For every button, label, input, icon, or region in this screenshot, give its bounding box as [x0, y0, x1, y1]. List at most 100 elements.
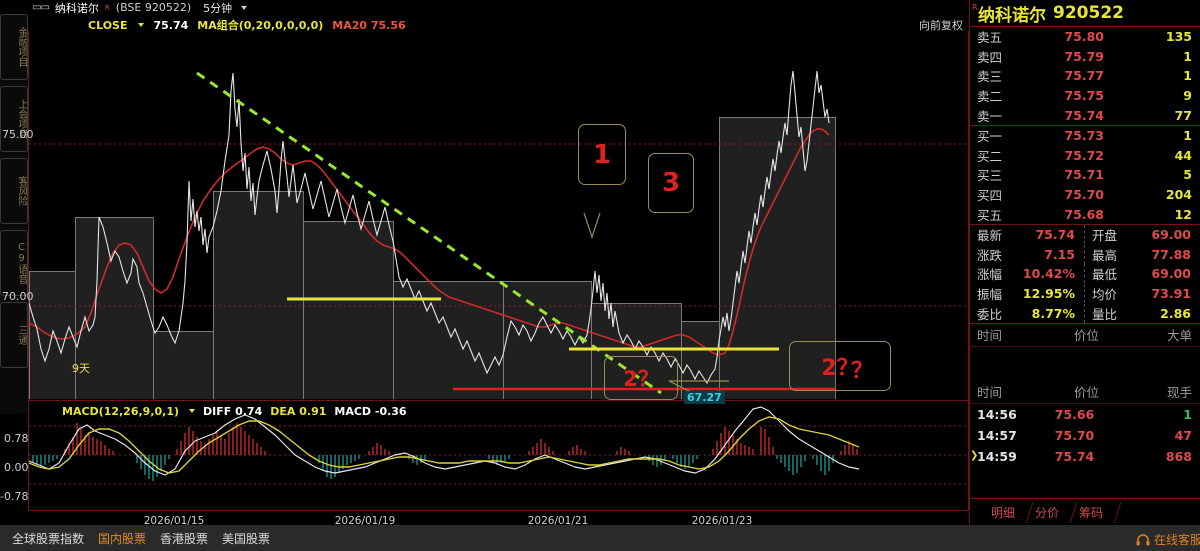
- order-book[interactable]: 卖五 75.80 135 卖四 75.79 1 卖三 75.77 1 卖二 75…: [970, 27, 1200, 225]
- big-order-price-header: 价位: [1073, 328, 1099, 344]
- stat-row-2: 涨幅 10.42% 最低 69.00: [970, 264, 1200, 284]
- nav-hk-stocks[interactable]: 香港股票: [160, 531, 209, 546]
- rail-item-4[interactable]: 三通: [0, 302, 28, 368]
- stat-val-amplitude: 12.95%: [1022, 286, 1075, 302]
- bid-label-5: 买五: [977, 207, 1003, 223]
- price-tag-67-27: 67.27: [684, 391, 725, 404]
- period-selector[interactable]: 5分钟: [203, 1, 233, 15]
- stat-val-last: 75.74: [1035, 227, 1075, 243]
- x-tick-1: 2026/01/19: [334, 515, 396, 527]
- tab-chips[interactable]: 筹码: [1070, 502, 1112, 523]
- ask-vol-3: 1: [1183, 68, 1192, 84]
- registered-mark-icon: R: [972, 3, 978, 12]
- chart-legend: CLOSE 75.74 MA组合(0,20,0,0,0,0) MA20 75.5…: [88, 18, 406, 33]
- ma20-line: [29, 128, 830, 356]
- bid-label-1: 买一: [977, 129, 1003, 145]
- price-pane[interactable]: 1 3 2？ 2？ ？ 67.27: [28, 31, 969, 404]
- tick-volume-header: 现手: [1166, 385, 1192, 401]
- bid-row-4[interactable]: 买四 75.70 204: [970, 185, 1200, 205]
- y-axis: 75.00 70.00 0.78 0.00 -0.78: [0, 31, 70, 511]
- tab-detail[interactable]: 明细: [982, 502, 1024, 523]
- stat-row-4: 委比 8.77% 量比 2.86: [970, 303, 1200, 323]
- left-rail: 金融项目 上会项目 客风险 C9语音 三通: [0, 14, 29, 414]
- bid-vol-5: 12: [1174, 206, 1192, 222]
- tick-price-1: 75.70: [1054, 427, 1095, 443]
- online-support-button[interactable]: 在线客服: [1136, 531, 1200, 548]
- tick-volume-2: 868: [1165, 448, 1192, 464]
- chart-area: CLOSE 75.74 MA组合(0,20,0,0,0,0) MA20 75.5…: [0, 15, 969, 527]
- macd-dea: DEA 0.91: [270, 404, 327, 418]
- nav-domestic-stocks[interactable]: 国内股票: [98, 531, 147, 546]
- stock-name: 纳科诺尔: [54, 1, 99, 15]
- close-label[interactable]: CLOSE: [88, 18, 128, 32]
- ask-price-4: 75.79: [1064, 48, 1104, 64]
- session-blocks: [29, 117, 835, 399]
- macd-pane[interactable]: [28, 401, 969, 511]
- stat-key-last: 最新: [977, 228, 1003, 244]
- stat-val-avgprice: 73.91: [1151, 286, 1191, 302]
- stat-val-low: 69.00: [1151, 266, 1191, 282]
- rail-item-1[interactable]: 上会项目: [0, 86, 28, 152]
- x-axis: 2026/01/15 2026/01/19 2026/01/21 2026/01…: [28, 512, 969, 530]
- trendline: [196, 71, 662, 395]
- nav-global-index[interactable]: 全球股票指数: [12, 531, 85, 546]
- quote-code: 920522: [1053, 3, 1124, 23]
- tick-row-0[interactable]: 14:56 75.66 1: [970, 404, 1200, 425]
- tick-row-1[interactable]: 14:57 75.70 47: [970, 425, 1200, 446]
- stat-val-open: 69.00: [1151, 227, 1191, 243]
- bid-row-3[interactable]: 买三 75.71 5: [970, 165, 1200, 185]
- bid-price-5: 75.68: [1064, 206, 1104, 222]
- macd-chart-svg: [29, 406, 968, 485]
- bid-price-1: 75.73: [1064, 128, 1104, 144]
- stat-row-0: 最新 75.74 开盘 69.00: [970, 225, 1200, 245]
- quote-name: 纳科诺尔: [978, 5, 1046, 26]
- tick-volume-0: 1: [1183, 406, 1192, 422]
- tick-row-2[interactable]: ❯ 14:59 75.74 868: [970, 446, 1200, 467]
- bid-row-2[interactable]: 买二 75.72 44: [970, 146, 1200, 166]
- chevron-down-icon[interactable]: [241, 5, 248, 10]
- ask-vol-2: 9: [1183, 88, 1192, 104]
- bid-row-5[interactable]: 买五 75.68 12: [970, 204, 1200, 224]
- ask-row-2[interactable]: 卖二 75.75 9: [970, 86, 1200, 106]
- ask-row-4[interactable]: 卖四 75.79 1: [970, 47, 1200, 67]
- rail-item-2[interactable]: 客风险: [0, 158, 28, 224]
- tick-time-1: 14:57: [977, 427, 1017, 443]
- bid-vol-4: 204: [1165, 187, 1192, 203]
- macd-name[interactable]: MACD(12,26,9,0,1): [62, 404, 180, 418]
- rail-item-0[interactable]: 金融项目: [0, 14, 28, 80]
- stat-key-ratio: 委比: [977, 306, 1003, 322]
- callout-3-label: 3: [661, 168, 681, 198]
- chevron-down-icon[interactable]: [189, 409, 196, 413]
- ask-vol-1: 77: [1174, 107, 1192, 123]
- callout-2q-right-label: 2？: [821, 356, 859, 381]
- ask-row-1[interactable]: 卖一 75.74 77: [970, 105, 1200, 126]
- bid-row-1[interactable]: 买一 75.73 1: [970, 126, 1200, 146]
- macd-diff: DIFF 0.74: [203, 404, 263, 418]
- stat-row-1: 涨跌 7.15 最高 77.88: [970, 244, 1200, 265]
- ma20-value: MA20 75.56: [332, 18, 406, 32]
- adjust-label[interactable]: 向前复权: [919, 19, 963, 32]
- nav-us-stocks[interactable]: 美国股票: [222, 531, 271, 546]
- chevron-down-icon[interactable]: [138, 23, 145, 27]
- tab-price-distribution[interactable]: 分价: [1026, 502, 1068, 523]
- stat-val-high: 77.88: [1151, 246, 1191, 262]
- ask-vol-5: 135: [1165, 29, 1192, 45]
- tick-time-header: 时间: [977, 385, 1003, 401]
- x-tick-0: 2026/01/15: [143, 515, 205, 527]
- big-order-header: 时间 价位 大单: [970, 324, 1200, 347]
- stat-val-volratio: 2.86: [1160, 305, 1191, 321]
- macd-value: MACD -0.36: [334, 404, 407, 418]
- ask-price-5: 75.80: [1064, 29, 1104, 45]
- rail-item-3[interactable]: C9语音: [0, 230, 28, 296]
- ma-combo-label[interactable]: MA组合(0,20,0,0,0,0): [197, 19, 324, 32]
- macd-histogram: [32, 423, 858, 481]
- big-order-time-header: 时间: [977, 328, 1003, 344]
- ask-row-3[interactable]: 卖三 75.77 1: [970, 66, 1200, 86]
- quote-title: R 纳科诺尔 920522: [970, 0, 1200, 27]
- stat-key-avgprice: 均价: [1092, 287, 1118, 303]
- y-tick-75: 75.00: [2, 128, 34, 141]
- bid-price-3: 75.71: [1064, 167, 1104, 183]
- ask-row-5[interactable]: 卖五 75.80 135: [970, 27, 1200, 47]
- ask-price-3: 75.77: [1064, 68, 1104, 84]
